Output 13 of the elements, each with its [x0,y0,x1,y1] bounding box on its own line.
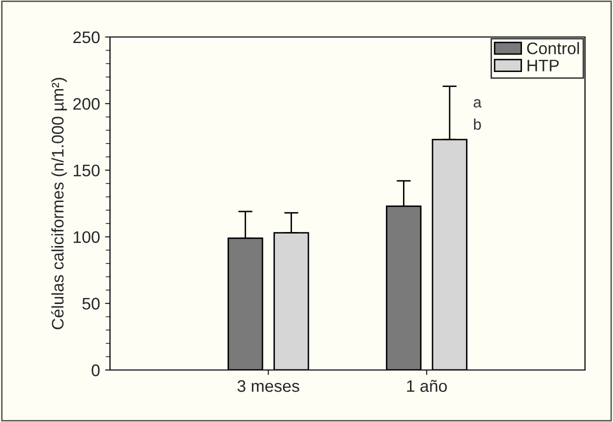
y-tick-label: 100 [74,231,100,244]
y-tick-label: 0 [92,364,100,376]
y-tick-label: 50 [82,298,100,310]
x-tick-label: 1 año [407,380,447,392]
y-tick-label: 150 [74,164,100,176]
legend-label: HTP [528,60,559,72]
annotation: a [474,99,482,108]
legend-label: Control [527,42,579,54]
y-tick-label: 200 [73,98,100,110]
y-tick-label: 250 [73,31,100,44]
annotation: b [474,118,481,130]
x-tick-label: 3 meses [237,380,300,392]
y-axis-title: Células caliciformes (n/1.000 µm²) [51,78,67,330]
